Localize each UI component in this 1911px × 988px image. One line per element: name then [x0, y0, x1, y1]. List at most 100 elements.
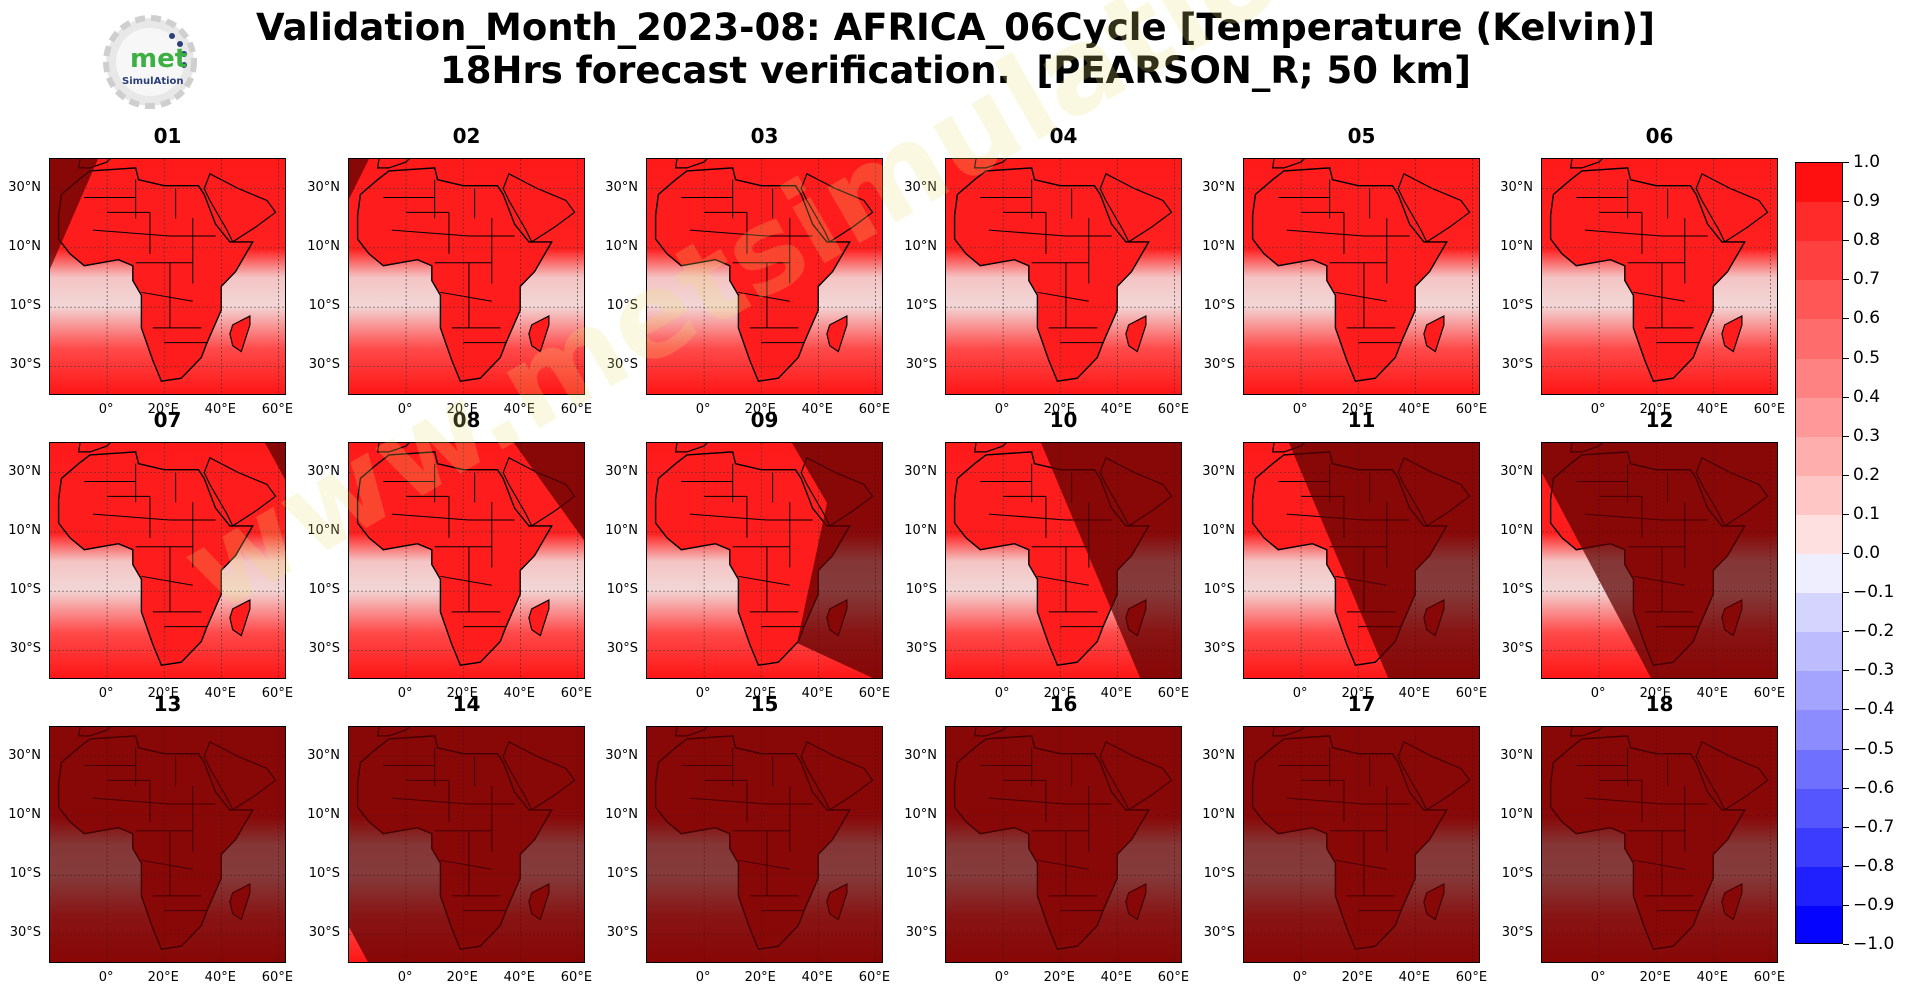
country-border — [141, 291, 193, 302]
low-correlation-region — [349, 727, 584, 962]
lon-tick-label: 60°E — [560, 970, 593, 985]
colorbar-segment — [1796, 788, 1842, 829]
country-border — [689, 229, 767, 237]
map-area — [646, 726, 883, 963]
lat-tick-label: 10°N — [1500, 522, 1533, 538]
colorbar-tick-label: 0.1 — [1853, 503, 1881, 524]
lat-tick-label: 10°S — [1501, 866, 1533, 882]
colorbar-segment — [1796, 905, 1842, 943]
lon-tick-label: 20°E — [147, 686, 179, 701]
correlation-map — [647, 159, 882, 394]
svg-text:met: met — [130, 44, 187, 74]
map-area — [1541, 158, 1778, 395]
country-border — [738, 291, 790, 302]
lon-tick-label: 60°E — [1157, 686, 1190, 701]
colorbar-tick-label: 1.0 — [1853, 152, 1881, 172]
lon-tick-label: 40°E — [1398, 402, 1430, 417]
iberia — [674, 443, 708, 453]
arabian-peninsula — [1099, 172, 1173, 243]
correlation-map — [1542, 443, 1777, 678]
lon-tick-label: 0° — [397, 402, 413, 417]
lon-tick-label: 40°E — [1100, 686, 1132, 701]
country-border — [1286, 229, 1364, 237]
colorbar-tick-label: −0.5 — [1853, 738, 1895, 759]
lat-tick-label: 10°N — [904, 806, 937, 822]
low-correlation-region — [50, 159, 98, 269]
low-correlation-region — [1542, 727, 1777, 962]
lat-tick-label: 10°N — [1500, 806, 1533, 822]
colorbar-tick-mark — [1843, 435, 1849, 437]
correlation-map — [349, 159, 584, 394]
colorbar-tick-label: 0.4 — [1853, 386, 1881, 407]
colorbar-segment — [1796, 632, 1842, 672]
lat-tick-label: 10°S — [606, 298, 638, 314]
correlation-map — [1542, 159, 1777, 394]
correlation-map — [50, 727, 285, 962]
lat-tick-label: 10°S — [1203, 298, 1235, 314]
lon-tick-label: 20°E — [446, 686, 478, 701]
lat-tick-label: 30°N — [1500, 463, 1533, 479]
lon-tick-label: 60°E — [1157, 402, 1190, 417]
panel-title: 16 — [1049, 692, 1078, 716]
colorbar-tick-mark — [1843, 904, 1849, 906]
arabian-peninsula — [1695, 172, 1769, 243]
lat-tick-label: 30°N — [8, 179, 41, 195]
low-correlation-region — [50, 727, 285, 962]
lat-tick-label: 30°N — [1500, 747, 1533, 763]
lon-tick-label: 40°E — [204, 686, 236, 701]
colorbar-tick-label: 0.8 — [1853, 230, 1881, 251]
map-area — [945, 442, 1182, 679]
colorbar-segment — [1796, 163, 1842, 203]
lon-tick-label: 0° — [1590, 686, 1606, 701]
africa-landmass — [1549, 167, 1746, 382]
low-correlation-region — [792, 443, 882, 678]
lat-tick-label: 30°S — [1501, 641, 1533, 657]
lat-tick-label: 30°S — [1203, 641, 1235, 657]
lon-tick-label: 0° — [98, 402, 114, 417]
lat-tick-label: 30°N — [605, 179, 638, 195]
title-line-2: 18Hrs forecast verification. [PEARSON_R;… — [440, 49, 1471, 92]
country-border — [92, 229, 170, 237]
lat-tick-label: 30°S — [1501, 357, 1533, 373]
colorbar-segment — [1796, 397, 1842, 438]
lat-tick-label: 10°N — [1202, 806, 1235, 822]
lon-tick-label: 40°E — [1696, 970, 1728, 985]
africa-landmass — [356, 167, 553, 382]
iberia — [973, 159, 1007, 169]
map-area — [49, 442, 286, 679]
lon-tick-label: 60°E — [1455, 686, 1488, 701]
map-panel-18: 18 30°N 10°N 10°S 30°S 0° 20°E 40°E 60°E — [1500, 692, 1785, 985]
map-panel-11: 11 30°N 10°N 10°S 30°S 0° 20°E 40°E 60°E — [1202, 408, 1487, 701]
lon-tick-label: 60°E — [1753, 970, 1786, 985]
lat-tick-label: 30°S — [9, 357, 41, 373]
low-correlation-region — [349, 159, 369, 199]
colorbar-tick-label: 0.5 — [1853, 347, 1881, 368]
lat-tick-label: 30°N — [307, 179, 340, 195]
lon-tick-label: 0° — [994, 686, 1010, 701]
lat-tick-label: 10°S — [905, 582, 937, 598]
lat-tick-label: 30°N — [8, 463, 41, 479]
lat-tick-label: 30°S — [308, 925, 340, 941]
lat-tick-label: 10°N — [605, 806, 638, 822]
lon-tick-label: 60°E — [858, 402, 891, 417]
lon-tick-label: 0° — [695, 402, 711, 417]
lat-tick-label: 10°S — [606, 582, 638, 598]
colorbar-tick-mark — [1843, 396, 1849, 398]
lat-tick-label: 10°S — [606, 866, 638, 882]
lat-tick-label: 10°N — [904, 522, 937, 538]
correlation-map — [647, 443, 882, 678]
colorbar-segment — [1796, 554, 1842, 594]
panel-title: 01 — [153, 124, 182, 148]
colorbar-tick-label: 0.7 — [1853, 269, 1881, 290]
colorbar-tick-label: 0.2 — [1853, 464, 1881, 485]
low-correlation-region — [1542, 443, 1777, 678]
country-border — [391, 229, 469, 237]
iberia — [376, 443, 410, 453]
madagascar — [1423, 315, 1445, 353]
panel-title: 04 — [1049, 124, 1078, 148]
low-correlation-region — [946, 727, 1181, 962]
low-correlation-region — [1041, 443, 1181, 678]
country-border — [92, 513, 170, 521]
country-border — [391, 513, 469, 521]
colorbar-segment — [1796, 475, 1842, 516]
